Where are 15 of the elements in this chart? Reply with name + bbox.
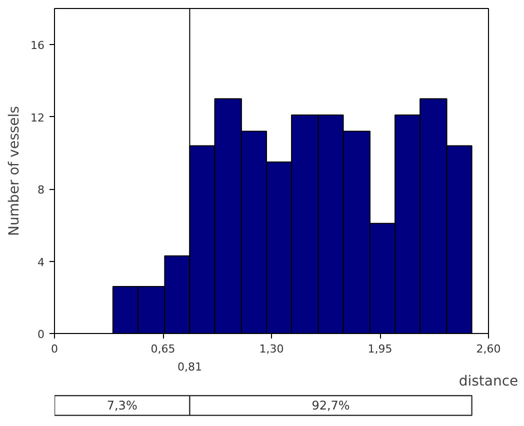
x-tick-label: 0,65 [150,342,176,356]
y-axis-title: Number of vessels [6,106,23,236]
text: 92,7% [312,398,350,412]
x-tick-label: 0 [51,342,58,356]
y-tick-label: 4 [38,256,44,269]
x-axis-title: distance [458,374,518,390]
y-tick-label: 12 [30,111,45,124]
x-tick-label: 2,60 [476,342,501,356]
x-tick-label: 1,30 [259,342,284,356]
y-tick-label: 8 [38,184,44,197]
y-tick-label: 16 [30,39,45,52]
ref-line-label: 0,81 [177,360,202,374]
x-tick-label: 1,95 [368,342,392,356]
y-tick-label: 0 [38,328,44,341]
text: 7,3% [106,398,138,412]
